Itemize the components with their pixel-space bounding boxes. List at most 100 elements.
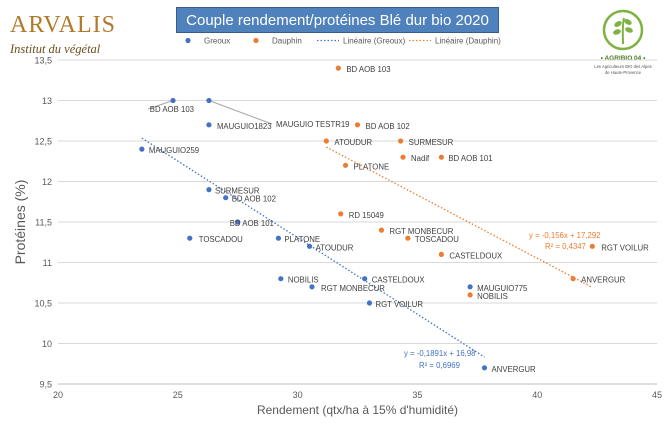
trendline [141, 137, 485, 358]
y-tick-label: 11 [43, 258, 52, 268]
point-labels: BD AOB 103 MAUGUIO TESTR19 MAUGUIO1823 MAUG… [149, 65, 649, 374]
data-point [306, 243, 313, 249]
axes: 9,5 10 10,5 11 11,5 12 12,5 13 13,5 20 25 30 35 40 45 R… [12, 56, 662, 418]
data-point [338, 211, 344, 217]
data-point [206, 122, 212, 128]
data-point [378, 227, 385, 233]
data-point [235, 219, 241, 225]
trendline [326, 146, 593, 288]
agribio-logo: • AGRIBIO 04 • Les Agriculteurs BIO des … [594, 9, 652, 75]
point-label: ATOUDUR [316, 243, 354, 252]
arvalis-logo: ARVALIS Institut du végétal [8, 12, 123, 60]
data-point [481, 365, 488, 371]
agribio-logo-name: • AGRIBIO 04 • [601, 55, 646, 62]
legend: Greoux Dauphin Linéaire (Greoux) Linéaire (… [185, 37, 501, 46]
y-tick-label: 11,5 [35, 218, 52, 228]
chart-title: Couple rendement/protéines Blé dur bio 2… [176, 7, 499, 33]
x-tick-label: 45 [652, 390, 662, 400]
y-tick-label: 9,5 [39, 380, 52, 390]
legend-marker [185, 37, 191, 44]
legend-marker [253, 37, 259, 44]
legend-label: Linéaire (Greoux) [343, 37, 406, 46]
point-label: SURMESUR [409, 138, 454, 147]
trendlines [141, 137, 593, 358]
data-point [170, 97, 176, 104]
data-point [206, 187, 212, 193]
legend-label: Greoux [204, 37, 230, 46]
point-label: MAUGUIO TESTR19 [276, 120, 350, 129]
data-point [438, 251, 444, 257]
point-label: RD 15049 [349, 211, 384, 220]
leader-line [147, 100, 174, 110]
trendline-equation: y = -0,156x + 17,292 [529, 231, 601, 240]
legend-label: Dauphin [272, 37, 302, 46]
leader-lines [147, 100, 273, 125]
data-point [467, 292, 473, 298]
data-point [206, 97, 212, 104]
data-point [438, 154, 444, 160]
point-label: CASTELDOUX [372, 276, 426, 285]
point-label: RGT MONBECUR [321, 284, 385, 293]
agribio-logo-stem-icon [621, 17, 625, 45]
data-point [366, 300, 373, 306]
point-label: PLATONE [284, 235, 320, 244]
x-tick-label: 25 [173, 390, 183, 400]
y-tick-label: 12 [42, 177, 52, 187]
data-point [405, 235, 411, 241]
agribio-logo-leaf-icon [614, 21, 622, 27]
point-label: ANVERGUR [581, 276, 626, 285]
data-point [354, 122, 361, 128]
data-point [323, 138, 329, 144]
point-label: RGT MONBECUR [389, 227, 453, 236]
point-label: NOBILIS [477, 292, 508, 301]
point-label: BD AOB 102 [232, 195, 276, 204]
point-label: ANVERGUR [491, 365, 536, 374]
data-point [335, 65, 341, 71]
point-label: BD AOB 101 [448, 154, 492, 163]
data-point [187, 235, 193, 241]
agribio-logo-line1: Les Agriculteurs BIO des Alpes [594, 64, 652, 69]
gridlines [58, 59, 657, 344]
y-tick-label: 13 [42, 96, 52, 106]
point-label: MAUGUIO259 [149, 146, 199, 155]
point-label: Nadif [411, 154, 430, 163]
data-point [467, 284, 473, 290]
data-point [398, 138, 404, 144]
x-tick-label: 20 [53, 390, 63, 400]
agribio-logo-leaf-icon [625, 27, 633, 33]
point-label: TOSCADOU [199, 235, 243, 244]
legend-label: Linéaire (Dauphin) [435, 37, 501, 46]
y-tick-label: 10 [42, 339, 52, 349]
trendline-annotations: y = -0,1891x + 16,98 R² = 0,6969 y = -0,15… [404, 231, 601, 370]
agribio-logo-leaf-icon [624, 19, 632, 25]
x-tick-label: 40 [532, 390, 542, 400]
point-label: PLATONE [354, 162, 390, 171]
y-tick-label: 12,5 [34, 137, 52, 147]
point-label: BD AOB 101 [230, 219, 274, 228]
data-point [400, 154, 406, 160]
data-point [275, 235, 282, 241]
point-label: CASTELDOUX [449, 251, 503, 260]
leader-line [208, 100, 273, 125]
data-point [342, 162, 349, 168]
data-point [278, 276, 284, 282]
point-label: RGT VOILUR [375, 300, 423, 309]
point-label: BD AOB 103 [150, 105, 194, 114]
point-label: BD AOB 102 [366, 122, 410, 131]
trendline-r2: R² = 0,6969 [419, 361, 460, 370]
point-label: RGT VOILUR [601, 243, 649, 252]
x-tick-label: 30 [293, 390, 303, 400]
y-tick-label: 10,5 [34, 299, 52, 309]
data-point [362, 276, 368, 282]
point-label: MAUGUIO775 [477, 284, 528, 293]
point-label: NOBILIS [288, 276, 319, 285]
agribio-logo-line2: de Haute-Provence [605, 70, 642, 75]
data-point [309, 284, 315, 290]
y-tick-label: 13,5 [34, 56, 52, 66]
x-tick-label: 35 [412, 390, 422, 400]
point-label: SURMESUR [215, 187, 260, 196]
data-point [223, 195, 229, 201]
point-label: TOSCADOU [415, 235, 459, 244]
point-label: BD AOB 103 [346, 65, 390, 74]
